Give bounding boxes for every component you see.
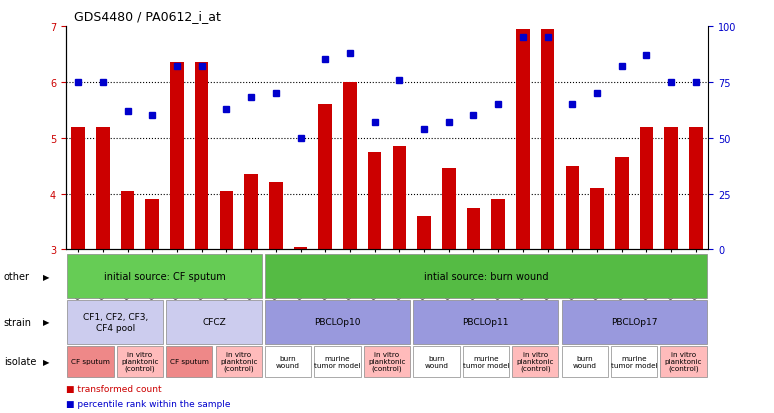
Text: PBCLOp10: PBCLOp10 [314, 318, 361, 327]
Text: burn
wound: burn wound [573, 355, 597, 368]
Text: PBCLOp11: PBCLOp11 [463, 318, 509, 327]
Text: CF sputum: CF sputum [71, 358, 110, 364]
Text: intial source: burn wound: intial source: burn wound [423, 272, 548, 282]
Bar [417, 216, 431, 250]
Bar [343, 83, 357, 250]
Bar [467, 208, 481, 250]
Text: PBCLOp17: PBCLOp17 [611, 318, 657, 327]
Bar [71, 127, 85, 250]
Text: GDS4480 / PA0612_i_at: GDS4480 / PA0612_i_at [74, 10, 221, 23]
Text: ▶: ▶ [43, 272, 50, 281]
Bar [442, 169, 456, 250]
Bar [516, 30, 529, 250]
Bar [392, 147, 406, 250]
Bar [170, 63, 183, 250]
Bar [566, 166, 579, 250]
Text: ■ percentile rank within the sample: ■ percentile rank within the sample [66, 399, 231, 408]
Text: murine
tumor model: murine tumor model [611, 355, 657, 368]
Text: ■ transformed count: ■ transformed count [66, 385, 162, 394]
Bar [121, 191, 135, 250]
Bar [146, 200, 159, 250]
Bar [96, 127, 110, 250]
Text: in vitro
planktonic
(control): in vitro planktonic (control) [220, 351, 258, 372]
Bar [318, 105, 332, 250]
Text: other: other [4, 272, 30, 282]
Text: burn
wound: burn wound [424, 355, 448, 368]
Bar [591, 188, 604, 250]
Text: ▶: ▶ [43, 357, 50, 366]
Bar [491, 200, 505, 250]
Bar [195, 63, 208, 250]
Text: murine
tumor model: murine tumor model [463, 355, 509, 368]
Bar [541, 30, 554, 250]
Bar [639, 127, 653, 250]
Text: in vitro
planktonic
(control): in vitro planktonic (control) [665, 351, 702, 372]
Text: ▶: ▶ [43, 318, 50, 327]
Text: in vitro
planktonic
(control): in vitro planktonic (control) [368, 351, 406, 372]
Bar [368, 152, 382, 250]
Text: initial source: CF sputum: initial source: CF sputum [104, 272, 225, 282]
Text: CF sputum: CF sputum [170, 358, 209, 364]
Bar [664, 127, 678, 250]
Bar [269, 183, 283, 250]
Text: in vitro
planktonic
(control): in vitro planktonic (control) [516, 351, 554, 372]
Text: murine
tumor model: murine tumor model [314, 355, 361, 368]
Text: burn
wound: burn wound [276, 355, 300, 368]
Bar [689, 127, 703, 250]
Text: isolate: isolate [4, 356, 36, 366]
Bar [245, 175, 258, 250]
Text: strain: strain [4, 317, 32, 327]
Text: CFCZ: CFCZ [202, 318, 226, 327]
Text: in vitro
planktonic
(control): in vitro planktonic (control) [122, 351, 159, 372]
Bar [615, 158, 628, 250]
Text: CF1, CF2, CF3,
CF4 pool: CF1, CF2, CF3, CF4 pool [83, 313, 148, 332]
Bar [220, 191, 233, 250]
Bar [293, 247, 307, 250]
